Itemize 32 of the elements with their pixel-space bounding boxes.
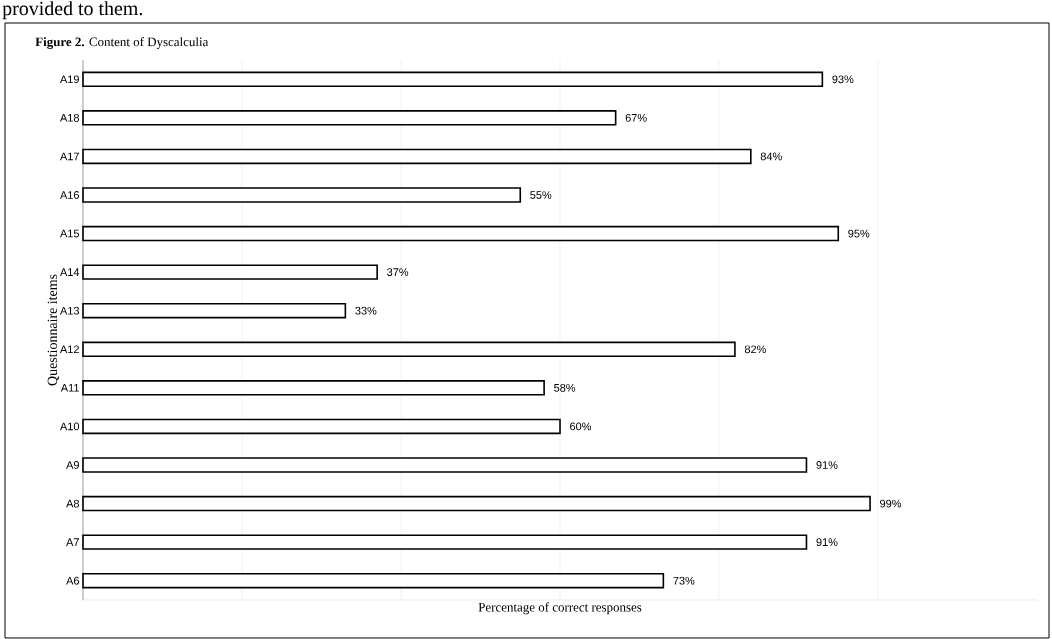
text: provided to them. — [2, 1, 143, 20]
y-tick-label: A10 — [60, 422, 80, 431]
y-tick-label: A8 — [66, 499, 79, 508]
y-tick-label: A12 — [60, 345, 79, 354]
data-label: 91% — [816, 538, 838, 547]
data-label: 99% — [880, 499, 902, 508]
y-tick-label: A16 — [60, 191, 79, 199]
data-label: 91% — [816, 461, 838, 469]
data-label: 93% — [832, 75, 854, 84]
data-label: 33% — [355, 306, 377, 315]
y-tick-label: A7 — [66, 538, 79, 546]
y-tick-label: A18 — [60, 113, 79, 122]
y-tick-label: A14 — [60, 268, 80, 276]
y-tick-label: A9 — [66, 461, 79, 469]
data-label: 55% — [530, 191, 552, 199]
data-label: 82% — [744, 345, 766, 354]
y-tick-label: A19 — [60, 75, 79, 84]
data-label: 58% — [554, 383, 576, 392]
chart-title: Figure 2. Content of Dyscalculia — [35, 36, 209, 49]
data-label: 67% — [625, 113, 647, 122]
data-label: 73% — [673, 576, 695, 585]
data-label: 95% — [848, 229, 870, 238]
data-label: 84% — [760, 152, 782, 161]
y-tick-label: A6 — [66, 576, 79, 585]
data-label: 60% — [570, 422, 592, 431]
y-tick-label: A11 — [60, 384, 79, 392]
y-tick-label: A15 — [60, 229, 80, 238]
y-tick-label: A13 — [60, 306, 79, 315]
data-label: 37% — [387, 268, 409, 277]
y-axis-title: Questionnaire items — [47, 274, 60, 386]
y-tick-label: A17 — [60, 152, 79, 161]
x-axis-title: Percentage of correct responses — [478, 602, 642, 615]
